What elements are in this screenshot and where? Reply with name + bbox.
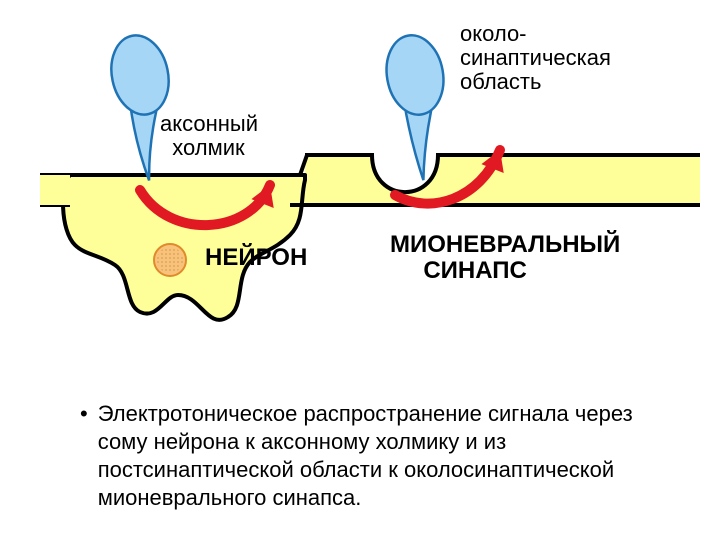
bullet-text: Электротоническое распространение сигнал…	[98, 400, 670, 512]
diagram-stage: около- синаптическая область аксонный хо…	[0, 0, 720, 540]
synaptic-terminals	[104, 30, 461, 183]
neuron-body	[40, 155, 307, 320]
label-axon-hillock: аксонный холмик	[160, 112, 258, 160]
neuron-nucleus	[154, 244, 186, 276]
label-mioneural-synapse: МИОНЕВРАЛЬНЫЙ СИНАПС	[390, 232, 620, 285]
caption-bullet: • Электротоническое распространение сигн…	[80, 400, 670, 512]
bullet-dot-icon: •	[80, 400, 88, 428]
label-perisynaptic-region: около- синаптическая область	[460, 22, 611, 95]
muscle-membrane	[305, 155, 700, 205]
label-neuron: НЕЙРОН	[205, 245, 307, 271]
